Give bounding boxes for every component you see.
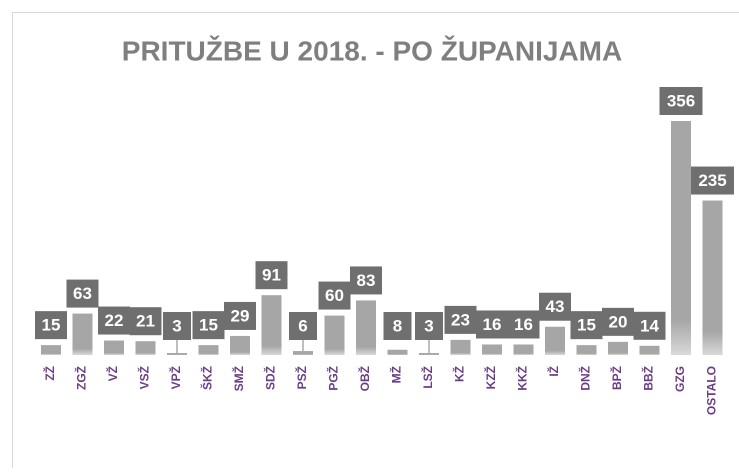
bar — [419, 353, 439, 355]
bar — [545, 327, 565, 355]
bar — [293, 351, 313, 355]
x-tick-label: BBŽ — [641, 366, 656, 391]
data-label: 63 — [73, 284, 92, 303]
x-tick-label: SMŽ — [231, 366, 246, 391]
x-tick-label: SDŽ — [263, 366, 278, 390]
data-label: 8 — [393, 316, 402, 335]
data-label: 91 — [262, 266, 281, 285]
x-tick-label: PGŽ — [326, 366, 341, 391]
data-label: 16 — [483, 315, 502, 334]
data-label: 20 — [609, 312, 628, 331]
data-label: 83 — [357, 271, 376, 290]
bar — [640, 346, 660, 355]
data-label: 15 — [577, 316, 596, 335]
bar — [388, 350, 408, 355]
bar — [104, 341, 124, 355]
bar — [136, 341, 156, 355]
data-label: 60 — [325, 286, 344, 305]
bar — [199, 345, 219, 355]
data-label: 29 — [231, 306, 250, 325]
data-label: 15 — [199, 316, 218, 335]
x-tick-label: PSŽ — [294, 366, 309, 389]
data-label: 21 — [136, 312, 155, 331]
bar — [577, 345, 597, 355]
bar — [325, 316, 345, 355]
x-tick-label: BPŽ — [609, 366, 624, 390]
data-label: 356 — [667, 91, 695, 110]
x-tick-label: ZGŽ — [74, 366, 89, 390]
x-tick-label: VSŽ — [137, 366, 152, 389]
x-tick-label: ŠKŽ — [200, 366, 215, 390]
bar — [41, 345, 61, 355]
data-label: 14 — [640, 316, 659, 335]
data-label: 3 — [424, 316, 433, 335]
data-label: 16 — [514, 315, 533, 334]
data-label: 23 — [451, 310, 470, 329]
bar — [608, 342, 628, 355]
x-tick-label: DNŽ — [578, 366, 593, 391]
x-tick-label: OSTALO — [705, 366, 719, 415]
data-label: 43 — [546, 297, 565, 316]
chart-title: PRITUŽBE U 2018. - PO ŽUPANIJAMA — [122, 35, 622, 66]
bar — [703, 201, 723, 355]
x-tick-label: VŽ — [105, 366, 120, 381]
x-tick-label: VPŽ — [168, 366, 183, 389]
x-tick-label: IŽ — [546, 366, 561, 377]
x-tick-label: OBŽ — [357, 366, 372, 391]
bar — [671, 121, 691, 355]
bar — [356, 300, 376, 355]
chart-border — [13, 13, 739, 469]
bar — [262, 295, 282, 355]
x-tick-label: KKŽ — [515, 366, 530, 391]
bar — [514, 344, 534, 355]
bar — [482, 344, 502, 355]
data-label: 235 — [698, 171, 726, 190]
data-label: 22 — [105, 311, 124, 330]
data-label: 3 — [172, 316, 181, 335]
x-tick-label: GZG — [673, 366, 687, 392]
bar — [167, 353, 187, 355]
bar — [230, 336, 250, 355]
x-tick-label: KŽ — [452, 366, 467, 382]
data-label: 15 — [42, 316, 61, 335]
x-tick-label: LSŽ — [420, 366, 435, 389]
bar — [451, 340, 471, 355]
x-tick-label: KZŽ — [483, 366, 498, 389]
data-label: 6 — [298, 316, 307, 335]
x-tick-label: MŽ — [389, 366, 404, 383]
x-tick-label: ZŽ — [42, 366, 57, 381]
bar — [73, 314, 93, 355]
